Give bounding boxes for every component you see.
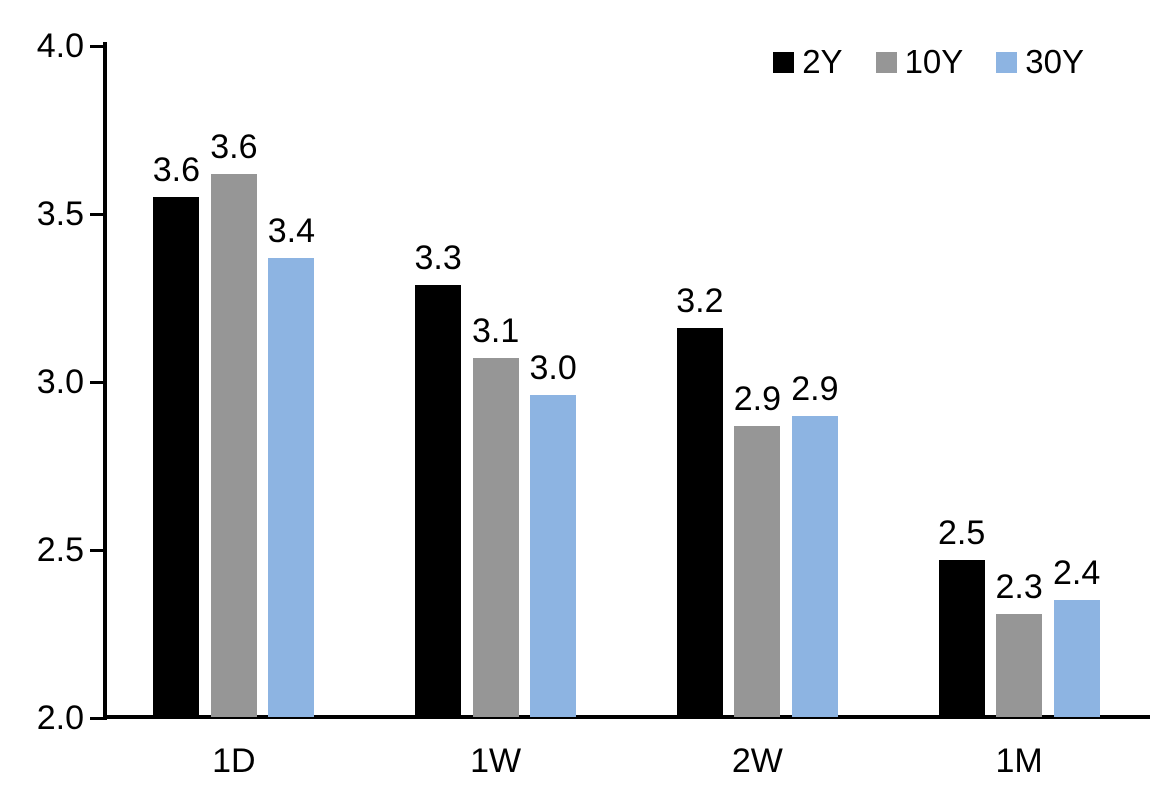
bar-2y-1d	[153, 197, 200, 717]
x-label-2w: 2W	[731, 742, 783, 780]
bar-10y-2w	[734, 425, 781, 717]
legend-label-2y: 2Y	[802, 43, 843, 80]
x-label-1w: 1W	[470, 742, 522, 780]
bar-label-2y-1d: 3.6	[152, 151, 201, 190]
bar-label-10y-2w: 2.9	[733, 379, 782, 418]
bar-10y-1d	[210, 173, 257, 717]
bar-30y-2w	[791, 415, 838, 717]
y-tick-3.0	[90, 380, 103, 384]
legend-item-30y: 30Y	[996, 45, 1084, 79]
x-label-1d: 1D	[212, 742, 256, 780]
y-tick-2.5	[90, 548, 103, 552]
legend-swatch-30y	[996, 51, 1018, 73]
legend-label-10y: 10Y	[904, 43, 964, 80]
y-tick-4.0	[90, 44, 103, 48]
bar-label-2y-1w: 3.3	[414, 238, 462, 277]
bar-30y-1w	[530, 395, 577, 717]
bar-label-10y-1m: 2.3	[995, 567, 1043, 606]
bar-30y-1d	[268, 257, 315, 717]
bar-label-10y-1d: 3.6	[210, 127, 258, 166]
bar-label-30y-2w: 2.9	[791, 369, 839, 408]
bar-10y-1w	[472, 358, 519, 717]
bar-2y-1m	[938, 560, 985, 717]
legend-item-2y: 2Y	[773, 43, 843, 80]
y-tick-label-3.5: 3.5	[36, 195, 84, 233]
y-tick-label-4.0: 4.0	[36, 27, 84, 65]
bar-label-2y-1m: 2.5	[937, 514, 986, 553]
bar-label-2y-2w: 3.2	[676, 282, 724, 321]
legend: 2Y 10Y 30Y	[773, 45, 1084, 79]
bar-label-10y-1w: 3.1	[471, 312, 520, 351]
y-tick-label-2.0: 2.0	[36, 699, 84, 737]
x-label-1m: 1M	[995, 742, 1043, 780]
legend-item-10y: 10Y	[875, 43, 964, 80]
y-tick-2.0	[90, 716, 103, 720]
bar-2y-2w	[676, 328, 723, 717]
legend-swatch-10y	[875, 51, 897, 73]
y-tick-3.5	[90, 212, 103, 216]
bar-label-30y-1w: 3.0	[529, 349, 577, 388]
legend-label-30y: 30Y	[1025, 43, 1084, 80]
bar-label-30y-1d: 3.4	[267, 211, 316, 250]
bar-30y-1m	[1053, 600, 1100, 717]
y-tick-label-3.0: 3.0	[36, 363, 84, 401]
y-axis	[103, 42, 107, 720]
legend-swatch-2y	[773, 51, 795, 73]
x-axis	[103, 715, 1150, 719]
bar-10y-1m	[996, 613, 1043, 717]
bar-label-30y-1m: 2.4	[1052, 554, 1101, 593]
y-tick-label-2.5: 2.5	[36, 531, 84, 569]
bar-2y-1w	[415, 284, 462, 717]
